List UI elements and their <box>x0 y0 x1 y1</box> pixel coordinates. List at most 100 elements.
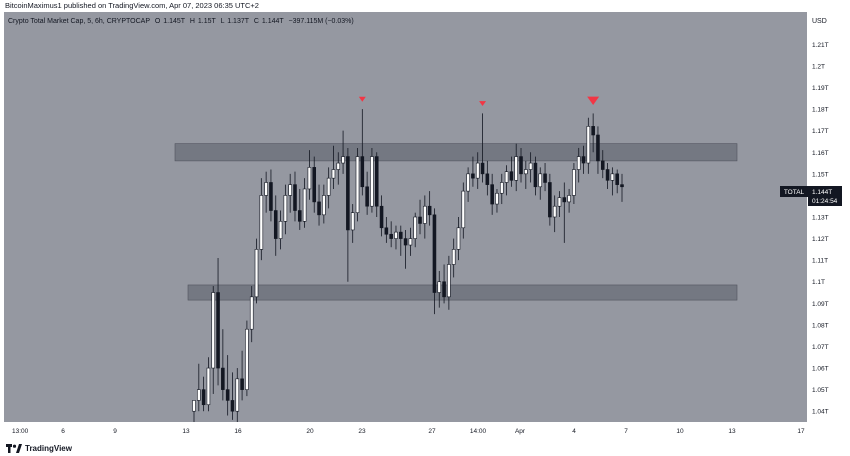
candle[interactable] <box>615 169 619 194</box>
candle[interactable] <box>480 113 485 183</box>
candle[interactable] <box>331 145 336 189</box>
candle[interactable] <box>201 376 206 412</box>
candle[interactable] <box>437 270 442 308</box>
candle[interactable] <box>466 167 470 202</box>
candle[interactable] <box>307 150 312 200</box>
candle[interactable] <box>605 163 610 189</box>
candle[interactable] <box>225 355 230 416</box>
last-price-label: TOTAL 1.144T 01:24:54 <box>780 186 842 206</box>
candle[interactable] <box>197 363 201 412</box>
candle[interactable] <box>302 178 307 228</box>
candle[interactable] <box>504 165 509 196</box>
candle[interactable] <box>514 143 518 192</box>
candle[interactable] <box>596 126 600 174</box>
candle[interactable] <box>586 117 591 174</box>
candle[interactable] <box>365 171 369 215</box>
candle[interactable] <box>576 147 581 183</box>
candle[interactable] <box>259 178 264 261</box>
candle[interactable] <box>538 167 543 200</box>
candle[interactable] <box>524 160 528 189</box>
candle[interactable] <box>600 150 605 179</box>
candle[interactable] <box>278 210 283 250</box>
candle[interactable] <box>442 264 446 304</box>
candle[interactable] <box>206 357 211 412</box>
candle[interactable] <box>317 184 321 226</box>
candle[interactable] <box>572 163 576 205</box>
candle[interactable] <box>192 400 196 422</box>
candle[interactable] <box>355 147 360 222</box>
candle[interactable] <box>562 182 567 243</box>
zone-rect[interactable] <box>174 143 738 162</box>
candle[interactable] <box>620 173 624 202</box>
candle[interactable] <box>312 156 317 213</box>
chart-frame[interactable]: Crypto Total Market Cap, 5, 6h, CRYPTOCA… <box>4 12 846 438</box>
candle[interactable] <box>254 238 259 304</box>
candle[interactable] <box>216 258 220 386</box>
candle[interactable] <box>346 147 350 282</box>
candle[interactable] <box>427 191 432 226</box>
candle[interactable] <box>413 212 418 248</box>
candle[interactable] <box>456 217 461 261</box>
candle[interactable] <box>336 152 341 185</box>
candle[interactable] <box>528 152 533 183</box>
candle[interactable] <box>451 238 456 278</box>
candle[interactable] <box>249 286 254 343</box>
candle[interactable] <box>495 188 499 213</box>
candle[interactable] <box>423 195 427 239</box>
candle[interactable] <box>552 195 557 233</box>
candle[interactable] <box>418 199 422 235</box>
candle[interactable] <box>509 156 514 187</box>
candle[interactable] <box>370 147 374 213</box>
candle[interactable] <box>360 109 365 196</box>
candle[interactable] <box>326 167 331 209</box>
time-axis[interactable] <box>4 422 807 438</box>
candle[interactable] <box>475 152 480 189</box>
candlestick-chart[interactable]: Crypto Total Market Cap, 5, 6h, CRYPTOCA… <box>4 12 846 438</box>
candle[interactable] <box>384 217 389 243</box>
candle[interactable] <box>293 171 297 222</box>
candle[interactable] <box>557 191 562 217</box>
candle[interactable] <box>322 184 326 224</box>
zone-rect[interactable] <box>187 284 738 301</box>
candle[interactable] <box>408 227 413 256</box>
candle[interactable] <box>581 145 586 174</box>
candle[interactable] <box>211 286 216 394</box>
candle[interactable] <box>591 113 595 153</box>
candle[interactable] <box>379 195 384 237</box>
candle[interactable] <box>403 229 408 269</box>
candle[interactable] <box>485 160 490 196</box>
candle[interactable] <box>283 184 288 235</box>
candle[interactable] <box>610 167 615 196</box>
candle[interactable] <box>461 182 466 239</box>
candle[interactable] <box>447 255 451 310</box>
candle[interactable] <box>543 163 547 192</box>
candle[interactable] <box>240 350 244 401</box>
candle[interactable] <box>273 195 278 256</box>
candle[interactable] <box>519 147 523 183</box>
candle[interactable] <box>548 173 552 226</box>
price-axis[interactable] <box>807 12 846 438</box>
candle[interactable] <box>567 188 571 213</box>
plot-area[interactable] <box>4 12 807 422</box>
candle[interactable] <box>264 171 268 213</box>
candle[interactable] <box>398 225 403 256</box>
candle-body <box>485 173 490 185</box>
candle[interactable] <box>245 320 249 397</box>
candle[interactable] <box>394 225 398 250</box>
candle[interactable] <box>350 204 355 243</box>
candle[interactable] <box>269 169 273 222</box>
candle[interactable] <box>374 152 379 217</box>
candle[interactable] <box>230 372 235 420</box>
candle[interactable] <box>288 173 292 213</box>
candle[interactable] <box>389 221 393 248</box>
tradingview-logo[interactable]: TradingView <box>6 442 72 454</box>
candle[interactable] <box>490 173 494 215</box>
candle[interactable] <box>235 368 240 422</box>
candle[interactable] <box>221 329 225 401</box>
candle[interactable] <box>499 173 504 205</box>
candle[interactable] <box>471 156 475 187</box>
candle[interactable] <box>533 156 538 196</box>
candle[interactable] <box>298 188 302 230</box>
candle[interactable] <box>432 208 437 315</box>
candle[interactable] <box>341 130 345 174</box>
